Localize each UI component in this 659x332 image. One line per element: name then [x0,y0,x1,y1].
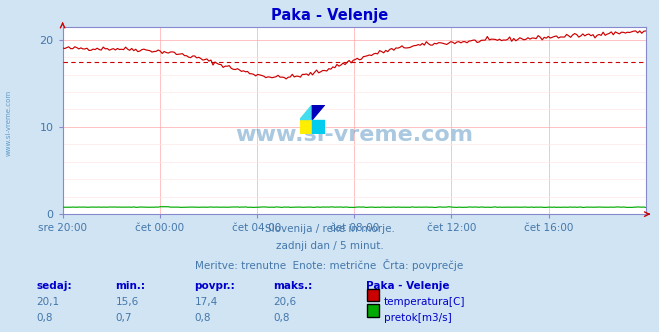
Text: 0,8: 0,8 [36,313,53,323]
Text: 20,1: 20,1 [36,297,59,307]
Text: maks.:: maks.: [273,281,313,290]
Text: 0,8: 0,8 [194,313,211,323]
Bar [312,120,325,134]
Text: sedaj:: sedaj: [36,281,72,290]
Text: www.si-vreme.com: www.si-vreme.com [235,125,473,145]
Text: Paka - Velenje: Paka - Velenje [366,281,449,290]
Text: Meritve: trenutne  Enote: metrične  Črta: povprečje: Meritve: trenutne Enote: metrične Črta: … [195,259,464,271]
Text: www.si-vreme.com: www.si-vreme.com [5,90,12,156]
Text: min.:: min.: [115,281,146,290]
Bar [300,120,312,134]
Text: 20,6: 20,6 [273,297,297,307]
Text: povpr.:: povpr.: [194,281,235,290]
Polygon shape [312,105,325,120]
Text: temperatura[C]: temperatura[C] [384,297,465,307]
Polygon shape [300,105,312,120]
Text: 17,4: 17,4 [194,297,217,307]
Text: 0,7: 0,7 [115,313,132,323]
Text: Slovenija / reke in morje.: Slovenija / reke in morje. [264,224,395,234]
Text: 0,8: 0,8 [273,313,290,323]
Text: Paka - Velenje: Paka - Velenje [271,8,388,23]
Text: zadnji dan / 5 minut.: zadnji dan / 5 minut. [275,241,384,251]
Text: 15,6: 15,6 [115,297,138,307]
Text: pretok[m3/s]: pretok[m3/s] [384,313,451,323]
